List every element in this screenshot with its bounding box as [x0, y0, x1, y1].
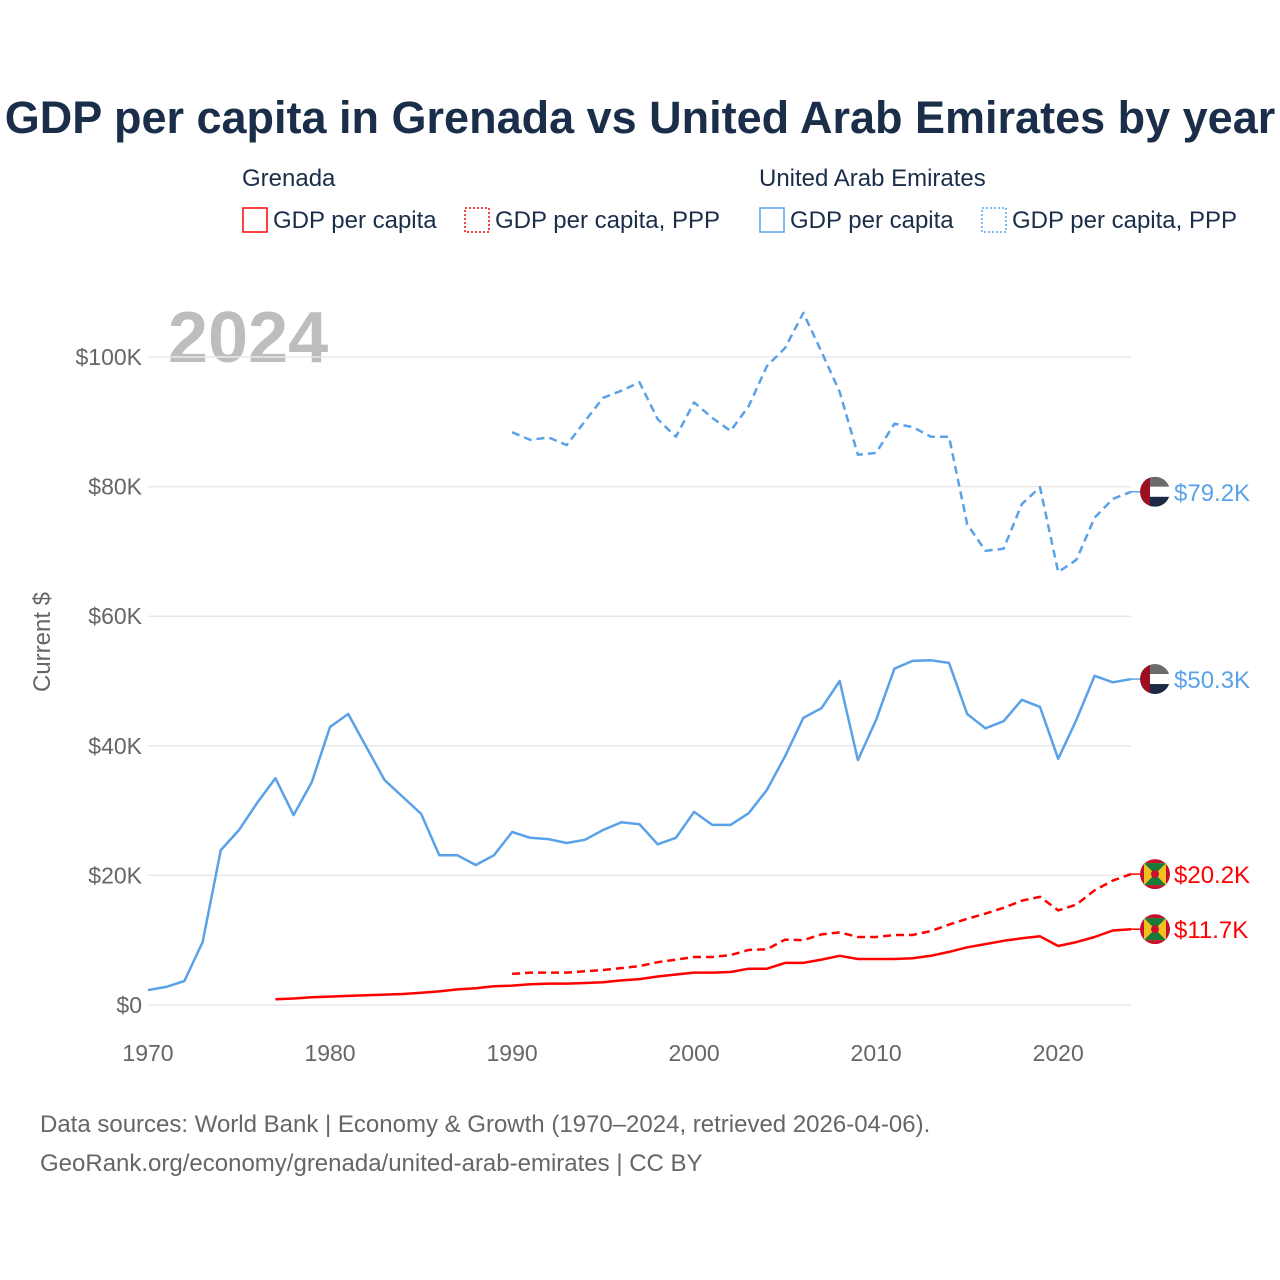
- series-line: [511, 311, 1132, 574]
- legend-label-uae-ppp[interactable]: GDP per capita, PPP: [1012, 207, 1237, 234]
- series-lines: [147, 311, 1132, 1001]
- legend-swatch-uae-ppp: [981, 207, 1007, 233]
- legend-label-grenada-gdp[interactable]: GDP per capita: [273, 207, 437, 234]
- legend-label-grenada-ppp[interactable]: GDP per capita, PPP: [495, 207, 720, 234]
- x-tick-label: 1990: [486, 1040, 537, 1066]
- x-tick-label: 1980: [304, 1040, 355, 1066]
- series-line: [147, 659, 1132, 992]
- uae-flag-icon: [1140, 664, 1170, 695]
- y-tick-label: $0: [116, 992, 142, 1018]
- grid: [148, 356, 1131, 1006]
- y-axis-label: Current $: [29, 592, 56, 692]
- grenada-flag-icon: [1140, 859, 1170, 890]
- grenada-flag-icon: [1140, 914, 1170, 945]
- end-value-label: $20.2K: [1174, 862, 1250, 889]
- footer-link[interactable]: GeoRank.org/economy/grenada/united-arab-…: [40, 1150, 703, 1177]
- x-axis: 1970 1980 1990 2000 2010 2020: [122, 1040, 1083, 1066]
- legend-swatch-uae-gdp: [759, 207, 785, 233]
- legend-swatch-grenada-ppp: [464, 207, 490, 233]
- end-value-label: $11.7K: [1174, 917, 1248, 944]
- legend: Grenada GDP per capita GDP per capita, P…: [242, 165, 1237, 234]
- end-value-label: $79.2K: [1174, 480, 1250, 507]
- year-watermark: 2024: [168, 298, 328, 378]
- x-tick-label: 2020: [1033, 1040, 1084, 1066]
- y-tick-label: $80K: [88, 474, 142, 500]
- legend-label-uae-gdp[interactable]: GDP per capita: [790, 207, 954, 234]
- series-line: [512, 872, 1132, 976]
- legend-group-uae: United Arab Emirates: [759, 165, 986, 192]
- legend-swatch-grenada-gdp: [242, 207, 268, 233]
- uae-flag-icon: [1140, 476, 1170, 507]
- end-value-label: $50.3K: [1174, 667, 1250, 694]
- series-line: [275, 927, 1132, 1001]
- chart-title: GDP per capita in Grenada vs United Arab…: [5, 92, 1275, 143]
- y-tick-label: $40K: [88, 733, 142, 759]
- y-axis: $0 $20K $40K $60K $80K $100K: [75, 344, 142, 1018]
- legend-group-grenada: Grenada: [242, 165, 336, 192]
- x-tick-label: 2010: [851, 1040, 902, 1066]
- x-tick-label: 1970: [122, 1040, 173, 1066]
- y-tick-label: $100K: [75, 344, 142, 370]
- x-tick-label: 2000: [669, 1040, 720, 1066]
- footer-sources: Data sources: World Bank | Economy & Gro…: [40, 1111, 930, 1138]
- y-tick-label: $20K: [88, 862, 142, 888]
- y-tick-label: $60K: [88, 603, 142, 629]
- end-labels: $79.2K $50.3K $20.2K $11.7K: [1131, 476, 1250, 945]
